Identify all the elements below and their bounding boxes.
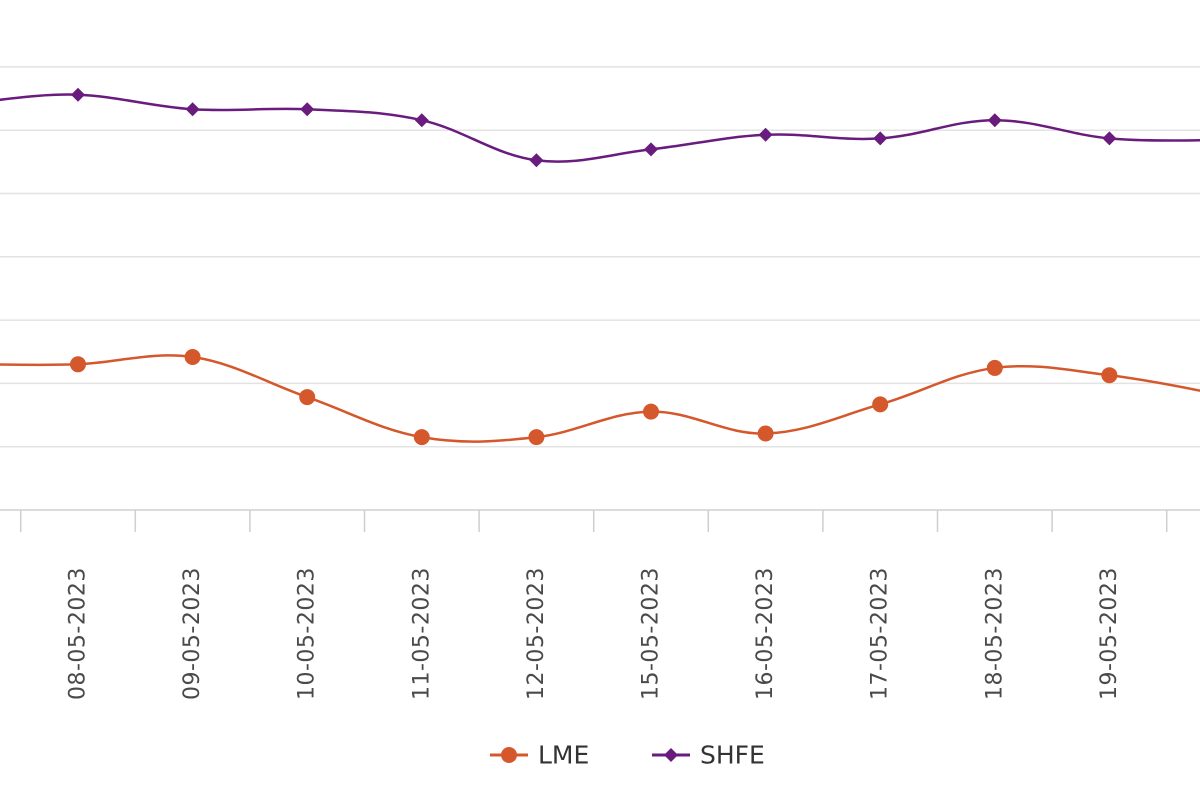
data-point-lme[interactable] (986, 359, 1003, 376)
data-point-lme[interactable] (643, 403, 659, 420)
x-tick-label: 09-05-2023 (180, 567, 205, 700)
data-point-lme[interactable] (1101, 367, 1118, 384)
data-point-shfe[interactable] (71, 87, 85, 102)
data-point-lme[interactable] (528, 429, 545, 446)
data-point-lme[interactable] (413, 429, 430, 446)
x-tick-label: 08-05-2023 (66, 567, 91, 700)
data-point-lme[interactable] (872, 396, 889, 413)
data-point-shfe[interactable] (185, 102, 200, 117)
x-tick-label: 10-05-2023 (295, 567, 320, 700)
x-tick-label: 11-05-2023 (409, 567, 434, 700)
data-point-shfe[interactable] (644, 142, 658, 157)
data-point-shfe[interactable] (414, 113, 429, 128)
data-point-shfe[interactable] (873, 131, 888, 146)
x-tick-label: 17-05-2023 (868, 567, 893, 700)
legend-marker-shfe[interactable] (664, 748, 678, 762)
x-tick-label: 18-05-2023 (982, 567, 1007, 700)
data-point-shfe[interactable] (529, 153, 544, 168)
x-tick-label: 16-05-2023 (753, 567, 778, 700)
data-point-shfe[interactable] (758, 127, 773, 142)
series-line-shfe (0, 93, 1200, 163)
data-point-shfe[interactable] (1102, 131, 1117, 146)
data-point-lme[interactable] (299, 389, 316, 406)
legend-label-shfe[interactable]: SHFE (700, 741, 765, 770)
x-tick-label: 15-05-2023 (639, 567, 664, 700)
data-point-shfe[interactable] (300, 102, 315, 117)
legend-marker-lme[interactable] (501, 747, 517, 763)
data-point-shfe[interactable] (987, 113, 1002, 128)
series-line-lme (0, 354, 1200, 443)
x-tick-label: 12-05-2023 (524, 567, 549, 700)
legend-label-lme[interactable]: LME (538, 741, 589, 770)
data-point-lme[interactable] (757, 425, 774, 442)
data-point-lme[interactable] (184, 349, 201, 365)
data-point-lme[interactable] (70, 356, 86, 373)
x-tick-label: 19-05-2023 (1097, 567, 1122, 700)
